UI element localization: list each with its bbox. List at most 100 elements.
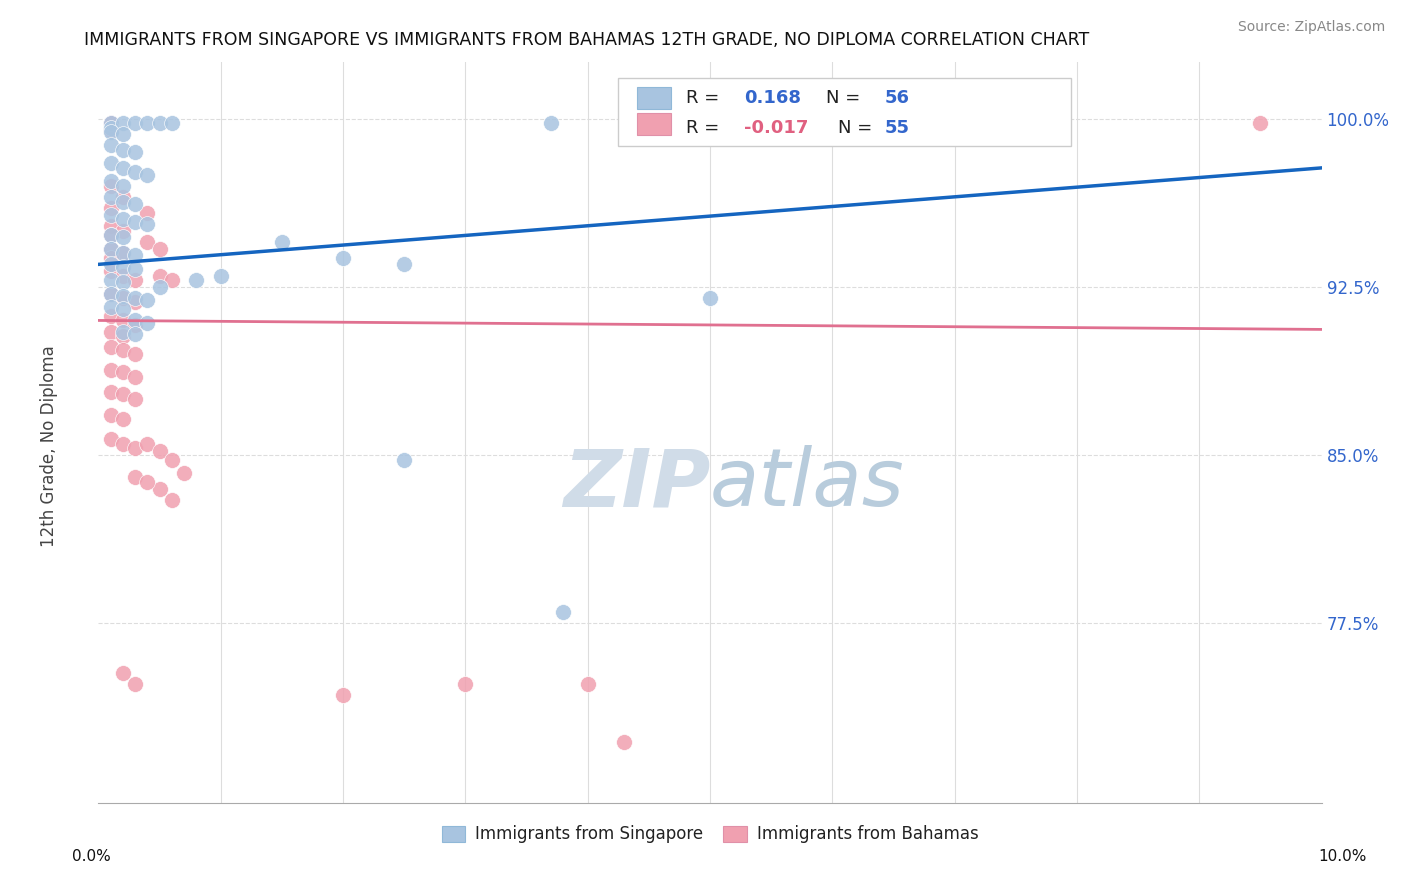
Point [124,677,146,691]
Point [270,235,292,249]
Point [100,125,122,139]
Point [136,116,159,130]
Point [124,248,146,262]
Point [100,257,122,271]
Point [136,293,159,308]
Point [160,492,183,507]
Text: 0.0%: 0.0% [72,849,111,864]
Point [332,688,354,702]
Point [111,178,134,193]
Point [111,365,134,379]
Point [136,475,159,489]
Legend: Immigrants from Singapore, Immigrants from Bahamas: Immigrants from Singapore, Immigrants fr… [434,819,986,850]
Point [149,116,172,130]
Text: 56: 56 [884,89,910,107]
Point [111,161,134,175]
Point [149,280,172,294]
Point [111,325,134,339]
Point [124,165,146,179]
Point [100,242,122,256]
Point [100,190,122,204]
Point [124,295,146,310]
Point [100,174,122,188]
Text: N =: N = [838,119,873,136]
Point [332,251,354,265]
Point [540,116,562,130]
Point [111,313,134,327]
Point [173,466,195,480]
Text: -0.017: -0.017 [744,119,808,136]
Point [111,212,134,227]
Point [100,325,122,339]
Point [136,437,159,451]
Point [124,291,146,305]
Point [149,482,172,496]
Point [149,242,172,256]
Point [100,433,122,447]
Point [100,363,122,377]
Point [124,470,146,484]
Point [136,168,159,182]
Point [553,605,575,619]
Point [100,242,122,256]
Point [759,116,782,130]
Point [111,190,134,204]
Point [699,291,721,305]
Text: 55: 55 [884,119,910,136]
Text: 10.0%: 10.0% [1319,849,1367,864]
Point [111,665,134,680]
Point [124,196,146,211]
Point [160,116,183,130]
Point [111,291,134,305]
Point [111,224,134,238]
Point [100,286,122,301]
Point [100,273,122,287]
Text: 0.168: 0.168 [744,89,801,107]
Point [100,178,122,193]
Point [111,437,134,451]
Point [100,286,122,301]
Point [111,329,134,343]
Point [124,261,146,276]
Point [613,735,636,749]
Point [124,313,146,327]
Point [111,143,134,157]
Text: atlas: atlas [710,445,905,524]
Point [160,273,183,287]
Point [100,120,122,135]
Point [100,208,122,222]
Point [111,116,134,130]
Point [124,273,146,287]
Point [186,273,208,287]
Point [124,326,146,341]
Point [100,228,122,243]
Point [149,268,172,283]
Point [100,122,122,136]
Text: ZIP: ZIP [562,445,710,524]
Point [111,275,134,289]
Point [124,116,146,130]
Point [124,145,146,160]
Point [100,264,122,278]
Point [100,385,122,400]
Point [100,138,122,153]
Point [111,412,134,426]
Point [209,268,232,283]
Point [124,215,146,229]
Text: IMMIGRANTS FROM SINGAPORE VS IMMIGRANTS FROM BAHAMAS 12TH GRADE, NO DIPLOMA CORR: IMMIGRANTS FROM SINGAPORE VS IMMIGRANTS … [84,31,1090,49]
FancyBboxPatch shape [619,78,1071,146]
Bar [637,87,671,109]
Point [136,217,159,231]
Point [392,257,416,271]
Bar [637,112,671,135]
Point [100,309,122,323]
Point [454,677,477,691]
Point [111,387,134,401]
Point [136,206,159,220]
Point [111,230,134,244]
Text: N =: N = [827,89,860,107]
Point [149,443,172,458]
Point [100,340,122,354]
Point [111,260,134,274]
Point [136,316,159,330]
